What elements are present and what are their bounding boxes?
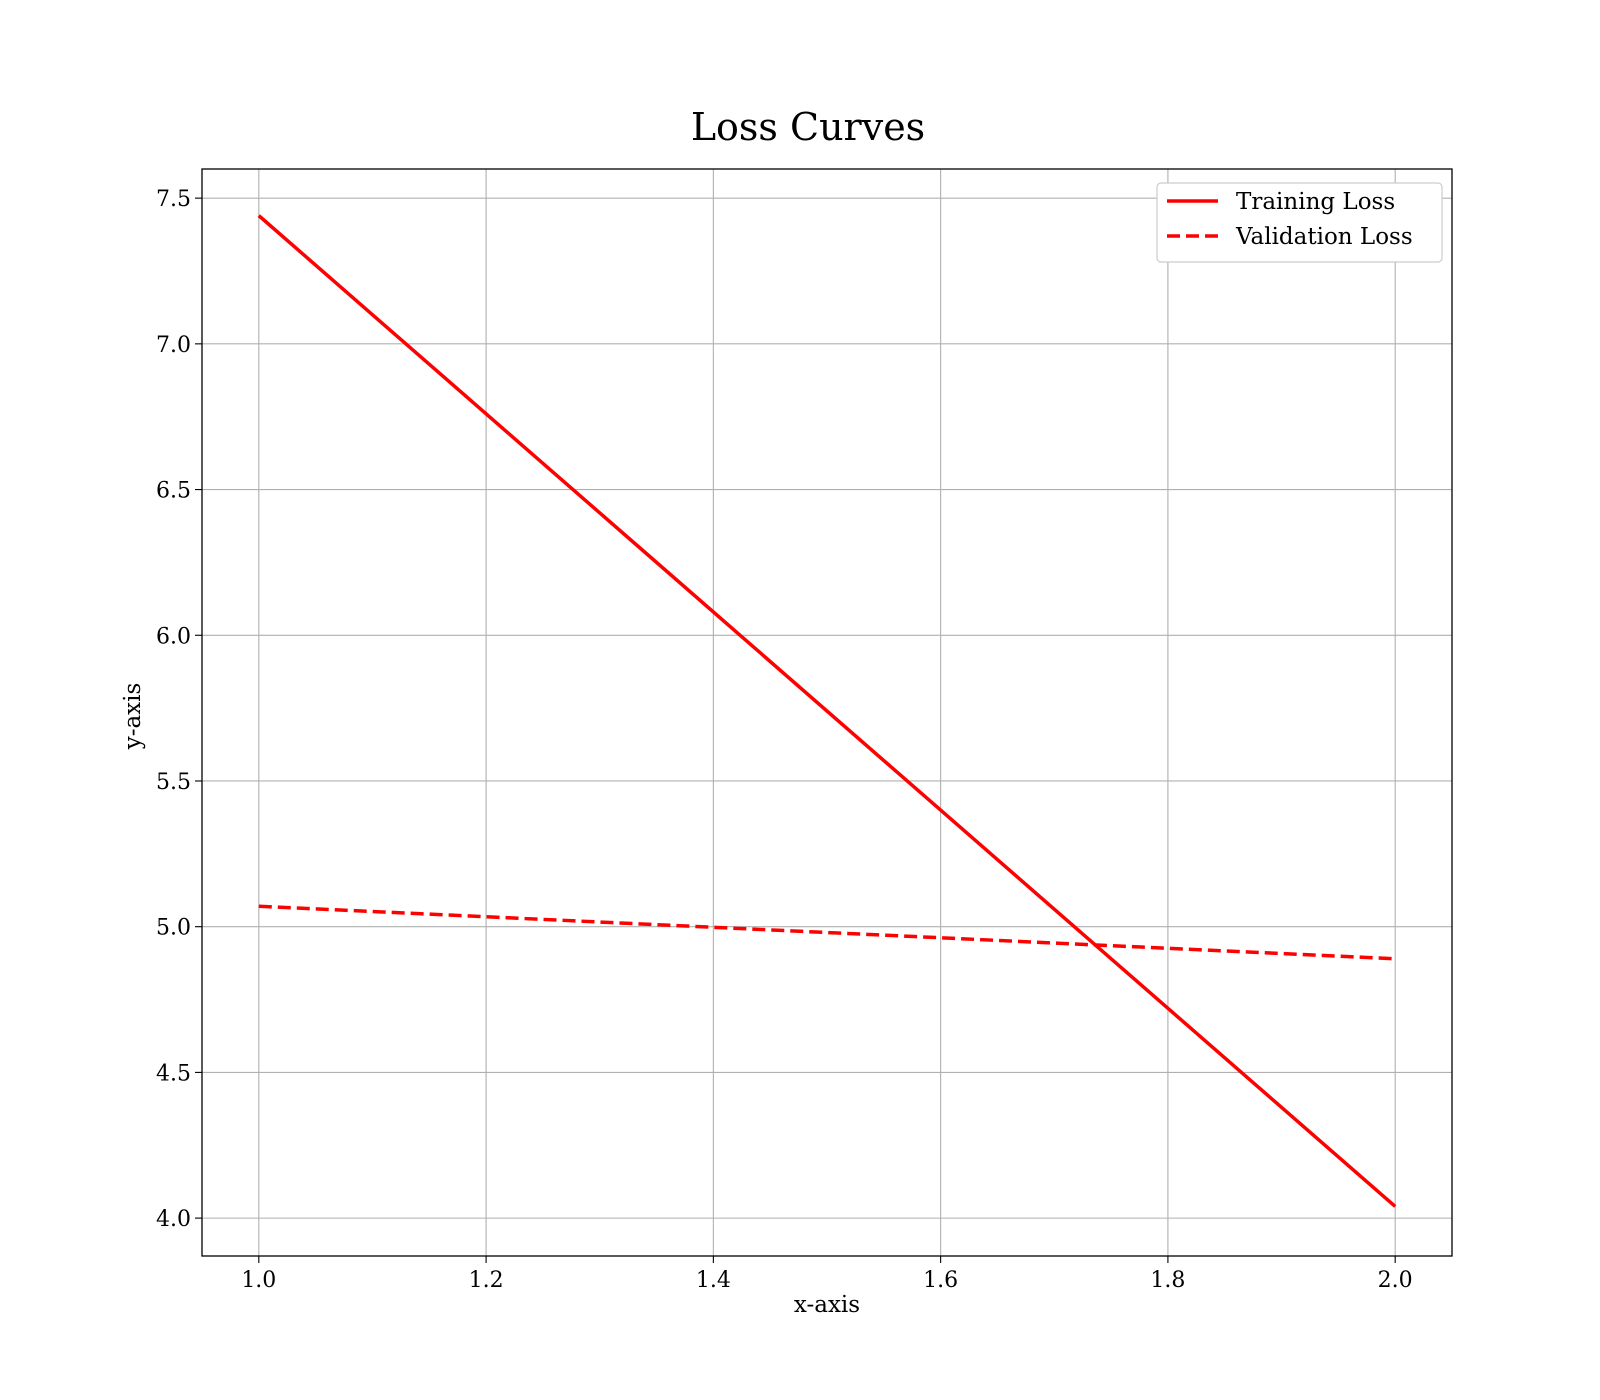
legend: Training Loss Validation Loss [1156,182,1443,263]
axis-ticks: 1.0 1.2 1.4 1.6 1.8 2.0 4.0 4.5 5.0 5.5 6.0 6.5 7.0 7… [156,187,1413,1293]
x-tick-label: 1.4 [696,1268,731,1293]
y-tick-label: 7.5 [156,187,191,212]
y-tick-label: 7.0 [156,333,191,358]
y-axis-label: y-axis [120,683,146,751]
x-tick-label: 1.2 [469,1268,504,1293]
x-tick-label: 1.0 [241,1268,276,1293]
legend-box [1156,182,1443,263]
x-tick-label: 2.0 [1378,1268,1413,1293]
series-line-training-loss [257,214,1397,1208]
legend-label-validation-loss: Validation Loss [1235,224,1413,250]
series-lines [257,214,1397,1208]
x-axis-label: x-axis [794,1292,860,1318]
y-tick-label: 5.0 [156,916,191,941]
x-tick-label: 1.6 [923,1268,958,1293]
x-tick-label: 1.8 [1150,1268,1185,1293]
y-tick-label: 4.5 [156,1061,191,1086]
chart-title: Loss Curves [691,105,925,149]
plot-frame [201,168,1453,1257]
series-line-validation-loss [258,904,1396,961]
y-tick-label: 4.0 [156,1207,191,1232]
y-tick-label: 5.5 [156,770,191,795]
y-tick-label: 6.0 [156,624,191,649]
legend-label-training-loss: Training Loss [1236,189,1395,215]
y-tick-label: 6.5 [156,479,191,504]
